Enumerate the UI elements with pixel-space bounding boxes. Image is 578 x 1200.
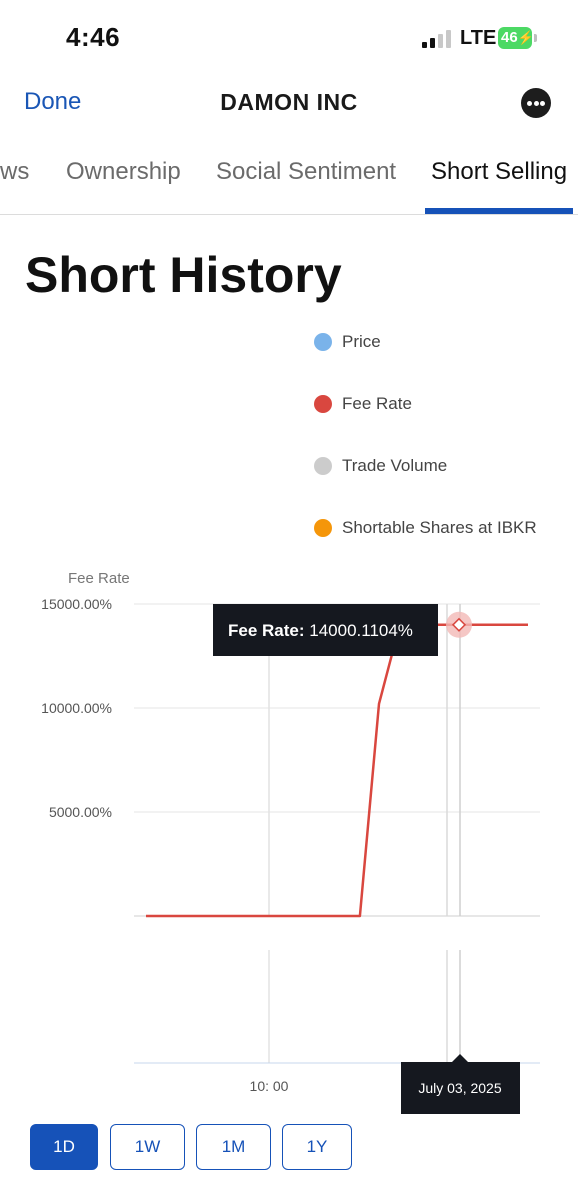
tab-social-sentiment[interactable]: Social Sentiment <box>216 158 397 185</box>
tooltip-layer: Fee Rate: 14000.1104% July 03, 2025 <box>213 604 520 1114</box>
more-icon[interactable] <box>521 88 551 118</box>
section-heading: Short History <box>25 247 342 303</box>
tab-ownership[interactable]: Ownership <box>66 158 181 185</box>
network-label: LTE <box>460 27 497 49</box>
tab-news[interactable]: ws <box>0 158 30 185</box>
x-tick-label: 10: 00 <box>250 1078 289 1094</box>
battery-tip <box>534 34 537 42</box>
legend-dot-shortable-shares <box>314 519 332 537</box>
legend-dot-fee-rate <box>314 395 332 413</box>
done-button[interactable]: Done <box>24 88 82 115</box>
battery-level: 46 <box>501 29 518 46</box>
fee-rate-tooltip <box>213 604 438 656</box>
date-tooltip <box>401 1062 520 1114</box>
y-tick-label: 5000.00% <box>49 804 112 820</box>
y-tick-labels: 15000.00% 10000.00% 5000.00% <box>41 596 112 820</box>
range-button-1d[interactable]: 1D <box>30 1124 98 1170</box>
chart-grid <box>134 603 540 1064</box>
tooltip-value: 14000.1104% <box>309 621 413 640</box>
range-button-1m[interactable]: 1M <box>196 1124 271 1170</box>
tab-short-selling[interactable]: Short Selling <box>431 158 568 185</box>
legend-dot-trade-volume <box>314 457 332 475</box>
y-axis-label: Fee Rate <box>68 570 130 587</box>
y-tick-label: 15000.00% <box>41 596 112 612</box>
y-tick-label: 10000.00% <box>41 700 112 716</box>
legend-label: Price <box>342 332 381 351</box>
x-tick-labels: 10: 00 <box>250 1078 289 1094</box>
page-title: DAMON INC <box>220 89 358 115</box>
battery-icon: 46⚡ <box>498 27 534 49</box>
date-tooltip-text: July 03, 2025 <box>418 1080 501 1096</box>
series-layer <box>146 623 528 918</box>
date-tooltip-arrow <box>452 1054 468 1062</box>
range-button-1w[interactable]: 1W <box>110 1124 185 1170</box>
legend-label: Trade Volume <box>342 456 448 475</box>
legend-label: Fee Rate <box>342 394 412 413</box>
signal-icon <box>422 30 454 48</box>
tab-divider <box>0 214 578 215</box>
range-button-1y[interactable]: 1Y <box>282 1124 352 1170</box>
tooltip-text: Fee Rate: 14000.1104% <box>228 621 413 640</box>
tab-active-indicator <box>425 208 573 214</box>
fee-rate-chart[interactable]: Fee Rate 15000.00% 10000.00% 5000.00% 10: … <box>0 560 578 1120</box>
legend-dot-price <box>314 333 332 351</box>
hover-marker <box>451 617 467 632</box>
status-time: 4:46 <box>66 22 121 52</box>
legend-label: Shortable Shares at IBKR <box>342 518 537 537</box>
tooltip-label: Fee Rate: <box>228 621 309 640</box>
series-line-fee-rate <box>146 623 528 918</box>
